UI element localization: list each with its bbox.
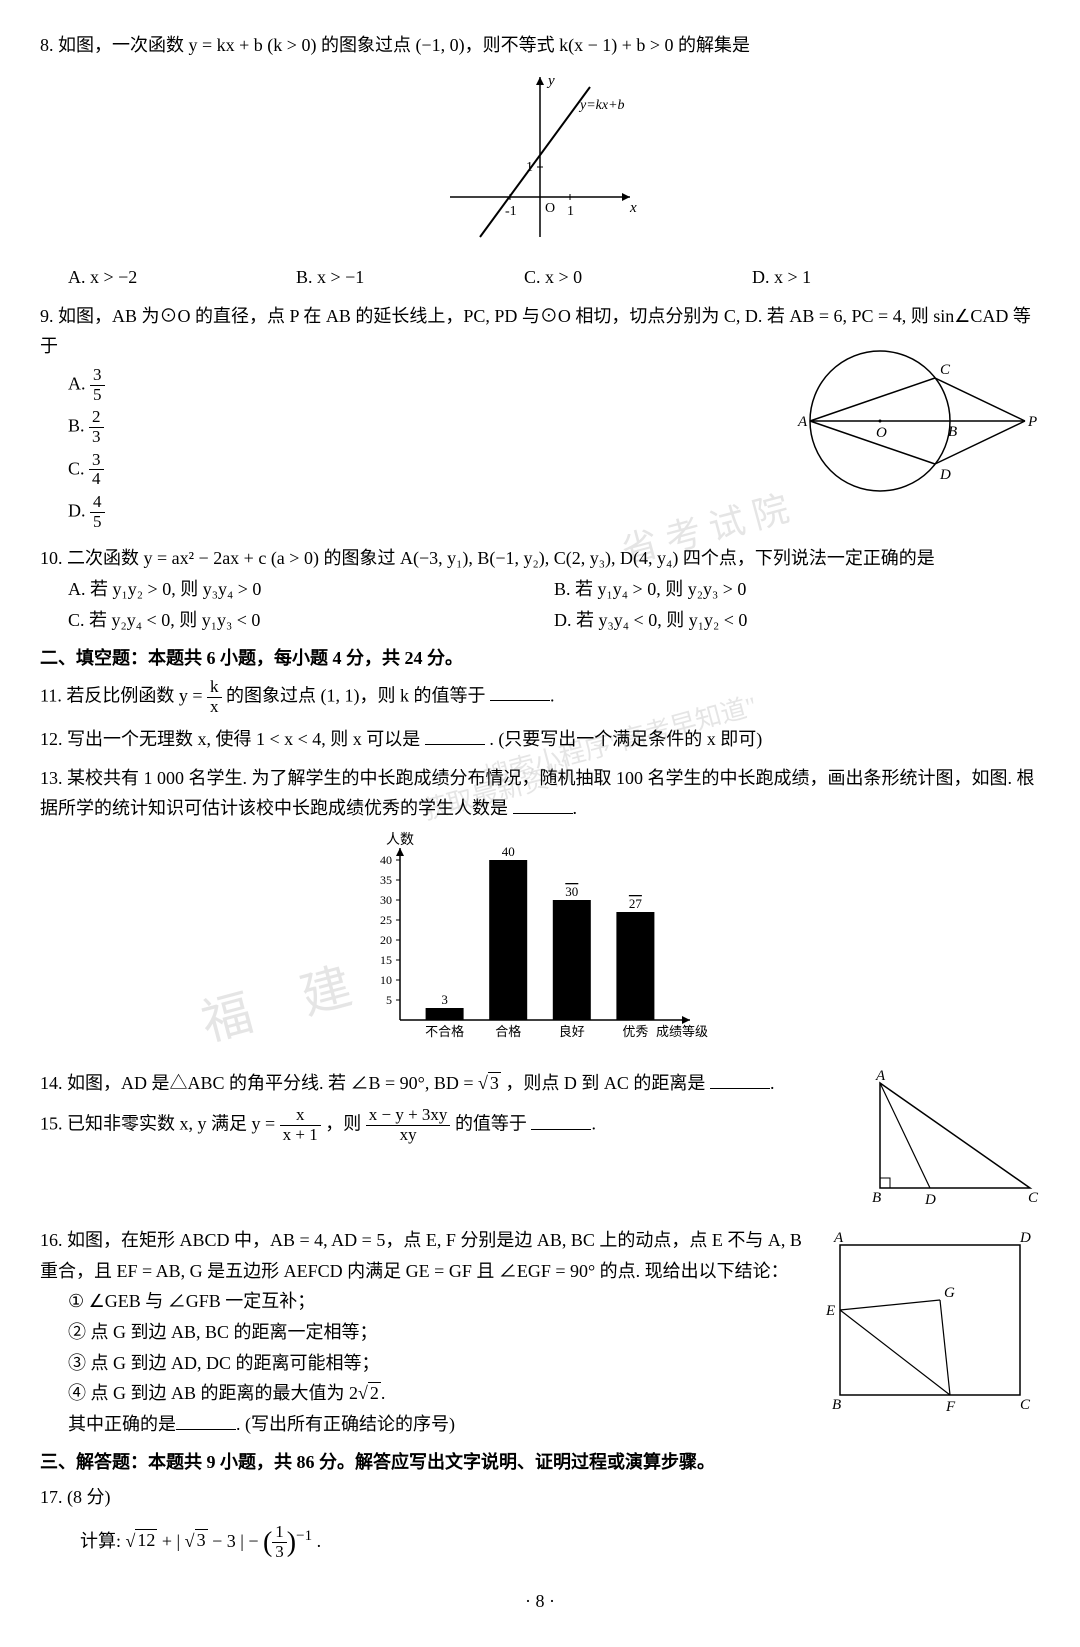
svg-text:A: A <box>797 414 808 430</box>
svg-text:27: 27 <box>629 896 643 911</box>
question-14: A B D C 14. 如图，AD 是△ABC 的角平分线. 若 ∠B = 90… <box>40 1068 1040 1099</box>
svg-text:35: 35 <box>380 873 392 887</box>
svg-text:A: A <box>875 1068 886 1084</box>
svg-text:1: 1 <box>567 204 574 219</box>
svg-text:3: 3 <box>441 992 448 1007</box>
svg-text:1: 1 <box>526 160 533 175</box>
svg-text:20: 20 <box>380 933 392 947</box>
q15-t3: 的值等于 <box>455 1114 527 1134</box>
svg-text:30: 30 <box>380 893 392 907</box>
question-17: 17. (8 分) 计算: √12 + | √3 − 3 | − (13)−1 … <box>40 1482 1040 1566</box>
svg-text:A: A <box>833 1230 844 1246</box>
q17-num: 17. <box>40 1487 63 1507</box>
page-number: · 8 · <box>40 1586 1040 1617</box>
q8-options: A. x > −2 B. x > −1 C. x > 0 D. x > 1 <box>68 262 1040 293</box>
svg-text:10: 10 <box>380 973 392 987</box>
svg-text:O: O <box>876 425 887 441</box>
q13-blank <box>513 795 573 814</box>
q8-optB: B. x > −1 <box>296 262 524 293</box>
q8-optD: D. x > 1 <box>752 262 980 293</box>
svg-text:O: O <box>545 201 555 216</box>
q12-num: 12. <box>40 729 63 749</box>
question-10: 10. 二次函数 y = ax² − 2ax + c (a > 0) 的图象过 … <box>40 543 1040 635</box>
q17-expr: 计算: √12 + | √3 − 3 | − (13)−1 . <box>80 1519 1040 1567</box>
q10-text: 二次函数 y = ax² − 2ax + c (a > 0) 的图象过 A(−3… <box>67 548 935 568</box>
section-3-heading: 三、解答题：本题共 9 小题，共 86 分。解答应写出文字说明、证明过程或演算步… <box>40 1447 1040 1478</box>
q16-t1: 如图，在矩形 ABCD 中，AB = 4, AD = 5，点 E, F 分别是边… <box>40 1230 802 1281</box>
q14-t2: ，则点 D 到 AC 的距离是 <box>505 1073 705 1093</box>
svg-text:C: C <box>1020 1397 1031 1413</box>
svg-text:40: 40 <box>502 844 515 859</box>
q13-num: 13. <box>40 768 63 788</box>
q15-num: 15. <box>40 1114 63 1134</box>
q8-figure: -1 1 1 O x y y=kx+b <box>40 67 1040 257</box>
svg-text:40: 40 <box>380 853 392 867</box>
svg-text:x: x <box>629 200 637 216</box>
svg-text:人数: 人数 <box>386 832 414 848</box>
q8-text: 如图，一次函数 y = kx + b (k > 0) 的图象过点 (−1, 0)… <box>58 35 750 55</box>
q16-num: 16. <box>40 1230 63 1250</box>
q11-num: 11. <box>40 685 62 705</box>
question-11: 11. 若反比例函数 y = kx 的图象过点 (1, 1)，则 k 的值等于 … <box>40 678 1040 716</box>
svg-text:5: 5 <box>386 993 392 1007</box>
svg-text:F: F <box>945 1399 956 1415</box>
svg-text:C: C <box>940 362 951 378</box>
q15-blank <box>531 1111 591 1130</box>
svg-text:P: P <box>1027 414 1037 430</box>
svg-text:不合格: 不合格 <box>425 1024 464 1039</box>
svg-text:y=kx+b: y=kx+b <box>578 98 625 113</box>
q8-optA: A. x > −2 <box>68 262 296 293</box>
q14-t1: 如图，AD 是△ABC 的角平分线. 若 ∠B = 90°, BD = <box>67 1073 474 1093</box>
question-16: A D B C E F G 16. 如图，在矩形 ABCD 中，AB = 4, … <box>40 1225 1040 1439</box>
q9-figure: A C D B O P <box>780 331 1040 521</box>
svg-text:D: D <box>939 467 951 483</box>
svg-text:25: 25 <box>380 913 392 927</box>
question-13: 13. 某校共有 1 000 名学生. 为了解学生的中长跑成绩分布情况，随机抽取… <box>40 763 1040 1060</box>
q14-num: 14. <box>40 1073 63 1093</box>
svg-text:良好: 良好 <box>559 1024 585 1039</box>
q10-optD: D. 若 y₃y₄ < 0, 则 y₁y₂ < 0 <box>554 605 1040 636</box>
q13-chart: 5 10 15 20 25 30 35 40 3 不合格 40 合格 30 良好 27 优秀 人数成绩等级 <box>40 830 1040 1060</box>
q16-figure: A D B C E F G <box>820 1225 1040 1425</box>
q11-blank <box>490 682 550 701</box>
question-12: 12. 写出一个无理数 x, 使得 1 < x < 4, 则 x 可以是 . (… <box>40 724 1040 755</box>
svg-text:G: G <box>944 1285 955 1301</box>
question-15: 15. 已知非零实数 x, y 满足 y = xx + 1 ，则 x − y +… <box>40 1106 1040 1217</box>
q16-blank <box>176 1411 236 1430</box>
q10-optB: B. 若 y₁y₄ > 0, 则 y₂y₃ > 0 <box>554 574 1040 605</box>
q10-optC: C. 若 y₂y₄ < 0, 则 y₁y₃ < 0 <box>68 605 554 636</box>
q8-num: 8. <box>40 35 54 55</box>
svg-text:合格: 合格 <box>495 1024 521 1039</box>
q14-blank <box>710 1070 770 1089</box>
q10-options-row2: C. 若 y₂y₄ < 0, 则 y₁y₃ < 0 D. 若 y₃y₄ < 0,… <box>68 605 1040 636</box>
q12-t1: 写出一个无理数 x, 使得 1 < x < 4, 则 x 可以是 <box>67 729 420 749</box>
svg-text:30: 30 <box>565 884 578 899</box>
svg-text:B: B <box>948 424 957 440</box>
q12-t2: . (只要写出一个满足条件的 x 即可) <box>489 729 762 749</box>
svg-text:B: B <box>832 1397 841 1413</box>
svg-text:D: D <box>1019 1230 1031 1246</box>
svg-text:y: y <box>546 73 555 89</box>
q11-t2: 的图象过点 (1, 1)，则 k 的值等于 <box>226 685 486 705</box>
svg-text:成绩等级: 成绩等级 <box>656 1024 708 1039</box>
q9-num: 9. <box>40 306 54 326</box>
section-2-heading: 二、填空题：本题共 6 小题，每小题 4 分，共 24 分。 <box>40 643 1040 674</box>
q10-options-row1: A. 若 y₁y₂ > 0, 则 y₃y₄ > 0 B. 若 y₁y₄ > 0,… <box>68 574 1040 605</box>
svg-text:-1: -1 <box>505 204 517 219</box>
svg-text:15: 15 <box>380 953 392 967</box>
question-8: 8. 如图，一次函数 y = kx + b (k > 0) 的图象过点 (−1,… <box>40 30 1040 293</box>
svg-text:优秀: 优秀 <box>622 1024 648 1039</box>
q15-t2: ，则 <box>325 1114 361 1134</box>
svg-text:E: E <box>825 1303 835 1319</box>
q12-blank <box>425 726 485 745</box>
q10-num: 10. <box>40 548 63 568</box>
q15-t1: 已知非零实数 x, y 满足 y = <box>67 1114 275 1134</box>
q11-t1: 若反比例函数 y = <box>66 685 202 705</box>
q17-pts: (8 分) <box>67 1487 111 1507</box>
q8-optC: C. x > 0 <box>524 262 752 293</box>
question-9: 9. 如图，AB 为⊙O 的直径，点 P 在 AB 的延长线上，PC, PD 与… <box>40 301 1040 536</box>
q10-optA: A. 若 y₁y₂ > 0, 则 y₃y₄ > 0 <box>68 574 554 605</box>
